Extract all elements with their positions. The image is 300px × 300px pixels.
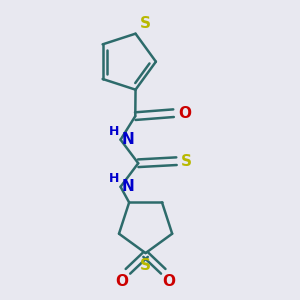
Text: O: O (116, 274, 128, 289)
Text: N: N (122, 179, 135, 194)
Text: S: S (140, 16, 151, 31)
Text: O: O (163, 274, 176, 289)
Text: S: S (181, 154, 192, 169)
Text: H: H (109, 125, 119, 138)
Text: H: H (109, 172, 119, 185)
Text: O: O (178, 106, 191, 121)
Text: N: N (122, 132, 135, 147)
Text: S: S (140, 258, 151, 273)
